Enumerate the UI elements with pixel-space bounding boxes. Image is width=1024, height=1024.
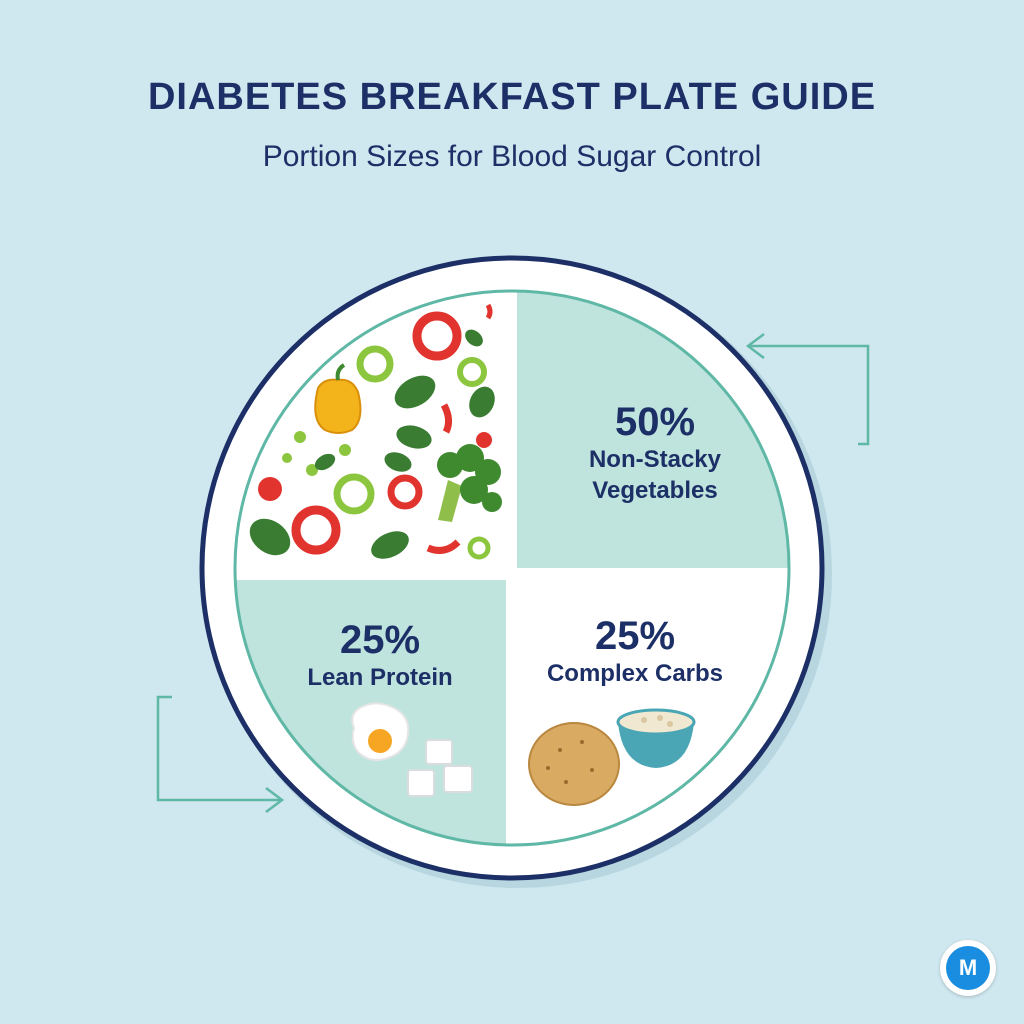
carbs-caption: Complex Carbs [546, 660, 724, 687]
brand-logo: M [940, 940, 996, 996]
vegetables-label: 50% Non-Stacky Vegetables [530, 400, 780, 506]
vegetables-caption-line2: Vegetables [592, 477, 718, 505]
protein-percent: 25% [339, 618, 421, 662]
page-title: DIABETES BREAKFAST PLATE GUIDE [147, 76, 877, 118]
carbs-label: 25% Complex Carbs [520, 614, 750, 689]
protein-illustration [351, 702, 473, 797]
page-subtitle: Portion Sizes for Blood Sugar Control [262, 140, 762, 173]
arrow-top-right [750, 344, 870, 446]
carbs-percent: 25% [594, 614, 676, 658]
brand-logo-letter: M [946, 946, 990, 990]
protein-label: 25% Lean Protein [270, 618, 490, 693]
vegetables-caption-line1: Non-Stacky [588, 446, 722, 473]
carbs-illustration [528, 708, 696, 806]
vegetables-percent: 50% [614, 400, 696, 444]
protein-caption: Lean Protein [307, 664, 453, 691]
arrow-bottom-left [156, 695, 280, 802]
vegetables-illustration [249, 303, 502, 560]
